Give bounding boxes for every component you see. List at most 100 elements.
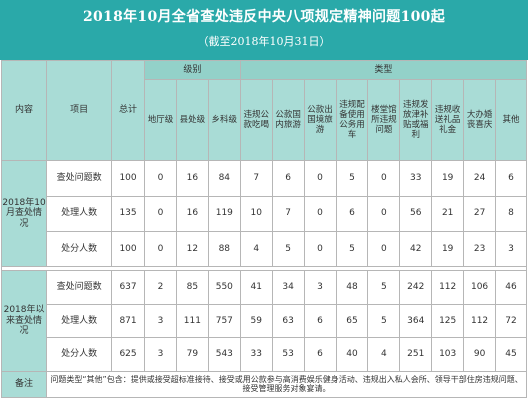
table-cell: 0	[303, 195, 337, 232]
table-cell: 3	[144, 303, 177, 339]
table-cell: 3	[495, 230, 527, 268]
col-header-type-6: 违规发放津补贴或福利	[399, 79, 433, 162]
group-header-level-label: 级别	[183, 64, 202, 75]
header-item-label: 项目	[70, 105, 89, 116]
table-cell: 4	[239, 230, 273, 268]
table-cell: 5	[271, 230, 305, 268]
table-row: 2018年10月查处情况 查处问题数 100 0 16 84 7 6 0 5 0…	[0, 160, 527, 268]
table-cell: 637	[111, 270, 146, 305]
col-header-type-4: 违规配备使用公务用车	[335, 79, 369, 162]
table-cell: 79	[175, 337, 209, 372]
table-cell: 5	[367, 303, 401, 339]
group-header-type-label: 类型	[374, 64, 393, 75]
section-label-ytd: 2018年以来查处情况	[0, 270, 48, 372]
title-band: 2018年10月全省查处违反中央八项规定精神问题100起 （截至2018年10月…	[0, 0, 528, 60]
table-cell: 0	[144, 160, 177, 197]
table-cell: 24	[463, 160, 497, 197]
group-header-level: 级别	[144, 59, 241, 81]
table-cell: 72	[495, 303, 527, 339]
header-content: 内容	[0, 59, 48, 162]
table-cell: 125	[431, 303, 465, 339]
col-header-type-9: 其他	[495, 79, 527, 162]
table-cell: 103	[431, 337, 465, 372]
table-cell: 85	[175, 270, 209, 305]
table-cell: 871	[111, 303, 146, 339]
col-header-type-7: 违规收送礼品礼金	[431, 79, 465, 162]
table-cell: 625	[111, 337, 146, 372]
table-cell: 0	[303, 160, 337, 197]
table-cell: 0	[367, 195, 401, 232]
table-cell: 2	[144, 270, 177, 305]
note-label: 备注	[0, 370, 48, 399]
col-header-level-3: 乡科级	[207, 79, 241, 162]
table-cell: 34	[271, 270, 305, 305]
table-cell: 5	[335, 230, 369, 268]
table-row: 处理人数 871 3 111 757 59 63 6 65 5 364 125 …	[2, 303, 527, 339]
row-item-label: 处分人数	[46, 337, 113, 372]
section-label-monthly: 2018年10月查处情况	[0, 160, 48, 268]
header-total: 总计	[111, 59, 146, 162]
table-cell: 111	[175, 303, 209, 339]
table-cell: 543	[207, 337, 241, 372]
col-header-level-1: 地厅级	[144, 79, 177, 162]
col-header-type-5: 楼堂馆所违规问题	[367, 79, 401, 162]
table-cell: 48	[335, 270, 369, 305]
row-item-label: 处理人数	[46, 303, 113, 339]
header-total-label: 总计	[119, 105, 138, 116]
table-cell: 106	[463, 270, 497, 305]
table-cell: 6	[303, 337, 337, 372]
table-cell: 45	[495, 337, 527, 372]
table-cell: 40	[335, 337, 369, 372]
col-header-level-2: 县处级	[175, 79, 209, 162]
table-cell: 10	[239, 195, 273, 232]
table-cell: 88	[207, 230, 241, 268]
table-cell: 7	[239, 160, 273, 197]
table-cell: 33	[399, 160, 433, 197]
page-title: 2018年10月全省查处违反中央八项规定精神问题100起	[82, 9, 446, 25]
note-text: 问题类型“其他”包含：提供或接受超标准接待、接受或用公款参与高消费娱乐健身活动、…	[46, 370, 527, 399]
table-cell: 0	[144, 230, 177, 268]
table-cell: 56	[399, 195, 433, 232]
table-cell: 5	[367, 270, 401, 305]
table-row: 处理人数 135 0 16 119 10 7 0 6 0 56 21 27 8	[2, 195, 527, 232]
table-row: 处分人数 100 0 12 88 4 5 0 5 0 42 19 23 3	[2, 230, 527, 268]
table-cell: 19	[431, 230, 465, 268]
table-cell: 53	[271, 337, 305, 372]
table-cell: 41	[239, 270, 273, 305]
page-subtitle: （截至2018年10月31日）	[197, 35, 331, 48]
table-row: 处分人数 625 3 79 543 33 53 6 40 4 251 103 9…	[2, 337, 527, 372]
table-cell: 6	[303, 303, 337, 339]
table-cell: 23	[463, 230, 497, 268]
table-cell: 0	[144, 195, 177, 232]
table-cell: 0	[303, 230, 337, 268]
row-item-label: 处分人数	[46, 230, 113, 268]
table-cell: 16	[175, 195, 209, 232]
table-cell: 63	[271, 303, 305, 339]
table-cell: 100	[111, 230, 146, 268]
table-cell: 100	[111, 160, 146, 197]
table-cell: 27	[463, 195, 497, 232]
table-cell: 42	[399, 230, 433, 268]
row-item-label: 处理人数	[46, 195, 113, 232]
row-item-label: 查处问题数	[46, 160, 113, 197]
col-header-type-1: 违规公款吃喝	[239, 79, 273, 162]
table-cell: 135	[111, 195, 146, 232]
table-cell: 6	[271, 160, 305, 197]
table-cell: 3	[144, 337, 177, 372]
table-cell: 251	[399, 337, 433, 372]
table-cell: 65	[335, 303, 369, 339]
table-cell: 59	[239, 303, 273, 339]
table-cell: 33	[239, 337, 273, 372]
col-header-type-2: 公款国内旅游	[271, 79, 305, 162]
table-cell: 550	[207, 270, 241, 305]
table-cell: 84	[207, 160, 241, 197]
statistics-table: 内容 项目 总计 级别 类型 地厅级 县处级 乡科级 违规公款吃喝 公款国内旅游…	[0, 59, 528, 399]
note-row: 备注 问题类型“其他”包含：提供或接受超标准接待、接受或用公款参与高消费娱乐健身…	[0, 370, 527, 399]
col-header-type-8: 大办婚丧喜庆	[463, 79, 497, 162]
table-cell: 757	[207, 303, 241, 339]
table-cell: 6	[495, 160, 527, 197]
table-cell: 6	[335, 195, 369, 232]
col-header-type-3: 公款出国境旅游	[303, 79, 337, 162]
table-cell: 16	[175, 160, 209, 197]
